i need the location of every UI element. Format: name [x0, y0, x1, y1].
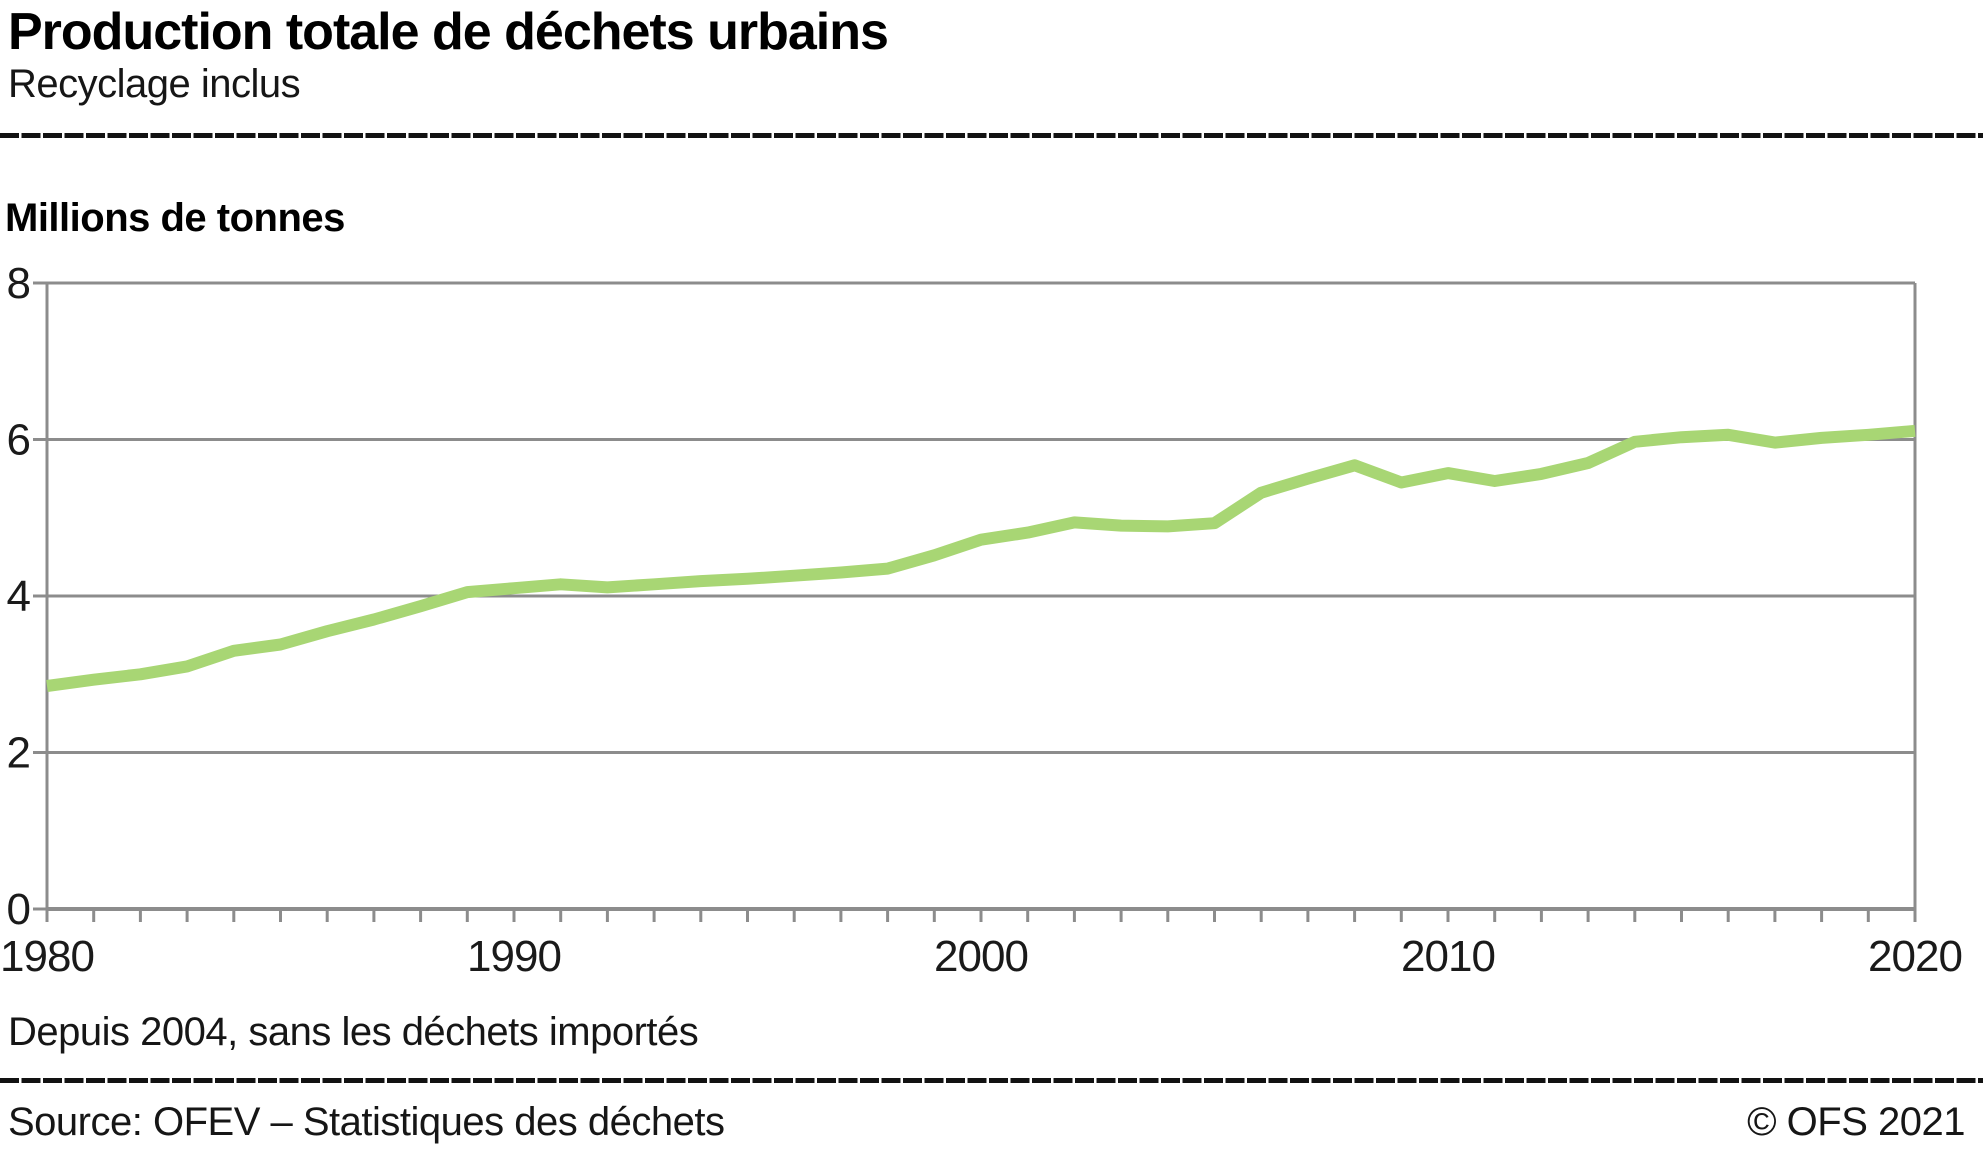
copyright-text: © OFS 2021	[1747, 1100, 1965, 1144]
y-tick-label: 8	[7, 259, 30, 308]
y-tick-label: 6	[7, 416, 30, 465]
footer-row: Source: OFEV – Statistiques des déchets …	[8, 1100, 1965, 1145]
y-tick-label: 4	[7, 572, 31, 621]
series-line	[46, 424, 1916, 692]
x-tick-label: 2010	[1401, 932, 1495, 981]
y-tick-label: 0	[7, 885, 30, 934]
x-tick-label: 2020	[1868, 932, 1962, 981]
x-tick-label: 2000	[934, 932, 1028, 981]
source-text: Source: OFEV – Statistiques des déchets	[8, 1100, 725, 1144]
chart-footnote: Depuis 2004, sans les déchets importés	[8, 1010, 699, 1054]
y-axis-unit-label: Millions de tonnes	[5, 196, 345, 240]
bottom-separator-rule	[0, 1078, 1983, 1083]
page-subtitle: Recyclage inclus	[8, 62, 301, 106]
x-tick-label: 1990	[467, 932, 561, 981]
x-tick-label: 1980	[0, 932, 94, 981]
top-separator-rule	[0, 133, 1983, 138]
page-title: Production totale de déchets urbains	[8, 3, 889, 61]
y-tick-label: 2	[7, 729, 30, 778]
